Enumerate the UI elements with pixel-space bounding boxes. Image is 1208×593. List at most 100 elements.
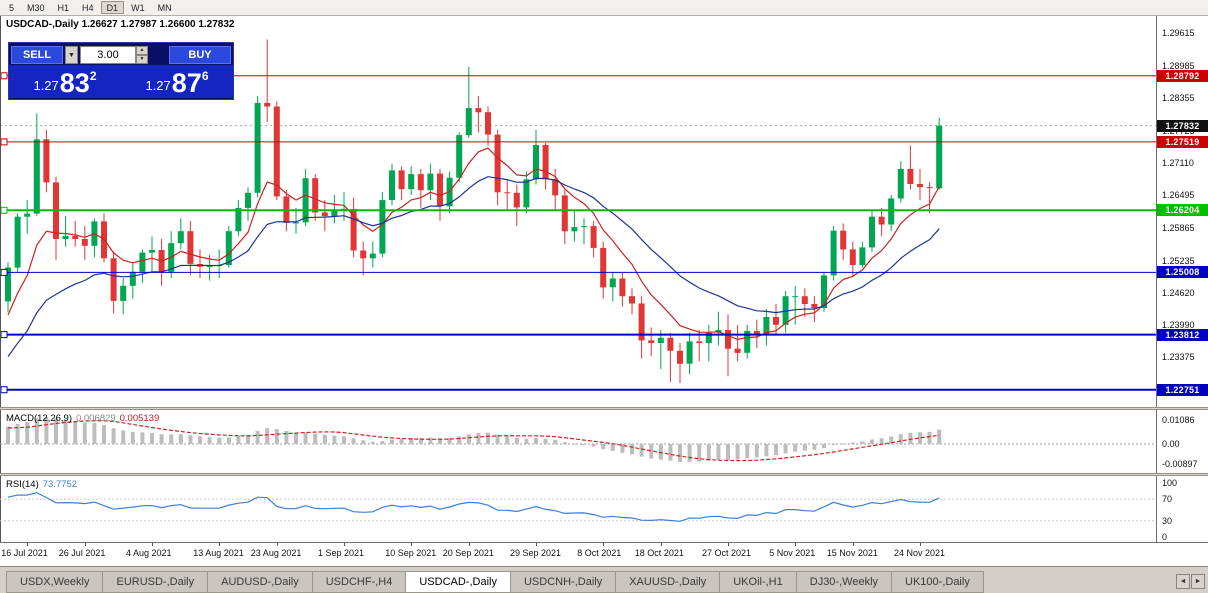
spinner-down-icon[interactable]: ▼ [136, 55, 148, 64]
sell-price-display[interactable]: 1.27 83 2 [9, 65, 121, 98]
chart-window: 1.296151.289851.283551.277251.271101.264… [0, 16, 1208, 566]
tab-xauusd-daily[interactable]: XAUUSD-,Daily [615, 571, 720, 593]
period-button-w1[interactable]: W1 [131, 3, 145, 13]
period-button-m30[interactable]: M30 [27, 3, 45, 13]
price-level-badge: 1.25008 [1157, 266, 1208, 279]
trade-prices-row: 1.27 83 2 1.27 87 6 [9, 65, 233, 98]
time-tick [603, 543, 605, 546]
period-button-5[interactable]: 5 [9, 3, 15, 13]
date-label: 16 Jul 2021 [1, 548, 48, 558]
date-label: 13 Aug 2021 [193, 548, 244, 558]
period-button-h4[interactable]: H4 [82, 3, 94, 13]
time-axis[interactable]: 16 Jul 2021 26 Jul 2021 4 Aug 2021 13 Aug 2… [0, 542, 1208, 566]
price-tick-label: 1.24620 [1162, 287, 1195, 298]
period-button-d1[interactable]: D1 [100, 1, 125, 14]
rsi-axis-label: 100 [1162, 478, 1178, 488]
price-level-badge: 1.23812 [1157, 328, 1208, 341]
macd-signal-value: 0.005139 [119, 413, 160, 424]
date-label: 18 Oct 2021 [634, 548, 684, 558]
chart-tabs-bar: USDX,Weekly EURUSD-,Daily AUDUSD-,Daily USD… [0, 566, 1208, 593]
time-tick [795, 543, 797, 546]
current-price-badge: 1.27832 [1157, 119, 1208, 132]
time-tick [660, 543, 662, 546]
tab-uk100-daily[interactable]: UK100-,Daily [891, 571, 984, 593]
candlestick-series[interactable] [5, 39, 943, 384]
tab-dj30-weekly[interactable]: DJ30-,Weekly [795, 571, 892, 593]
moving-average-20 [7, 176, 940, 357]
time-tick [344, 543, 345, 546]
one-click-trading-panel: SELL ▼ ▲ ▼ BUY 1.27 83 2 1.2 [8, 42, 234, 100]
rsi-panel-divider[interactable] [0, 473, 1208, 476]
rsi-axis-label: 70 [1162, 494, 1173, 505]
period-button-mn[interactable]: MN [157, 3, 172, 13]
tab-usdx-weekly[interactable]: USDX,Weekly [6, 571, 103, 593]
macd-panel-divider[interactable] [0, 407, 1208, 410]
trade-controls-row: SELL ▼ ▲ ▼ BUY [9, 43, 233, 65]
buy-price-big: 87 [171, 68, 202, 99]
chart-canvas[interactable] [0, 16, 1156, 566]
date-label: 26 Jul 2021 [58, 548, 106, 558]
price-level-badge: 1.27519 [1157, 135, 1208, 148]
buy-button[interactable]: BUY [169, 46, 231, 64]
date-label: 27 Oct 2021 [702, 548, 752, 558]
tab-usdcad-daily[interactable]: USDCAD-,Daily [405, 571, 510, 593]
rsi-label: RSI(14) 73.7752 [6, 479, 77, 490]
price-tick-label: 1.28355 [1162, 93, 1195, 104]
sell-price-big: 83 [59, 68, 90, 99]
sell-button[interactable]: SELL [11, 46, 63, 64]
tab-ukoil-h1[interactable]: UKOil-,H1 [719, 571, 796, 593]
price-level-badge: 1.26204 [1157, 204, 1208, 217]
rsi-indicator-name: RSI(14) [6, 479, 39, 490]
horizontal-level-lines[interactable] [0, 72, 1156, 394]
period-button-h1[interactable]: H1 [57, 3, 70, 13]
date-label: 20 Sep 2021 [442, 548, 494, 558]
tabs-scroll-left-button[interactable]: ◄ [1176, 574, 1190, 589]
buy-price-display[interactable]: 1.27 87 6 [121, 65, 233, 98]
price-level-badge: 1.28792 [1157, 69, 1208, 82]
moving-average-8 [7, 147, 940, 341]
tab-eurusd-daily[interactable]: EURUSD-,Daily [102, 571, 208, 593]
price-tick-label: 1.25235 [1162, 255, 1195, 266]
price-tick-label: 1.25865 [1162, 222, 1195, 233]
date-label: 23 Aug 2021 [250, 548, 302, 558]
sell-price-prefix: 1.27 [33, 78, 59, 93]
time-tick [219, 543, 221, 546]
macd-label: MACD(12,26,9) 0.006829 0.005139 [6, 413, 159, 424]
price-tick-label: 1.27110 [1162, 158, 1194, 169]
macd-main-value: 0.006829 [76, 413, 116, 424]
rsi-indicator[interactable] [0, 492, 1156, 522]
macd-indicator-name: MACD(12,26,9) [6, 413, 72, 424]
spinner-up-icon[interactable]: ▲ [136, 46, 148, 55]
tab-audusd-daily[interactable]: AUDUSD-,Daily [207, 571, 312, 593]
macd-axis-label: 0.00 [1162, 439, 1180, 449]
macd-axis-label: -0.00897 [1162, 458, 1198, 469]
price-axis[interactable]: 1.296151.289851.283551.277251.271101.264… [1156, 16, 1208, 566]
date-label: 4 Aug 2021 [126, 548, 172, 558]
date-label: 15 Nov 2021 [826, 548, 878, 558]
date-label: 24 Nov 2021 [894, 548, 946, 558]
volume-control: ▲ ▼ [80, 46, 148, 64]
order-options-dropdown[interactable]: ▼ [65, 46, 78, 64]
time-tick [84, 543, 86, 546]
tab-usdcnh-daily[interactable]: USDCNH-,Daily [509, 571, 616, 593]
date-label: 8 Oct 2021 [577, 548, 622, 558]
rsi-value: 73.7752 [42, 479, 78, 490]
volume-input[interactable] [80, 46, 136, 64]
price-tick-label: 1.26495 [1162, 190, 1195, 201]
time-tick [152, 543, 153, 546]
volume-stepper[interactable]: ▲ ▼ [136, 46, 148, 64]
macd-indicator[interactable] [0, 417, 1156, 462]
timeframe-toolbar: 5 M30 H1 H4 D1 W1 MN [0, 0, 1208, 16]
buy-price-sup: 6 [201, 69, 209, 83]
price-tick-label: 1.28985 [1162, 60, 1195, 71]
price-tick-label: 1.23375 [1162, 352, 1195, 363]
time-tick [27, 543, 29, 546]
chevron-down-icon: ▼ [68, 51, 75, 59]
time-tick [411, 543, 413, 546]
price-tick-label: 1.23990 [1162, 320, 1195, 331]
chart-tabs: USDX,Weekly EURUSD-,Daily AUDUSD-,Daily USD… [6, 571, 984, 593]
tab-usdchf-h4[interactable]: USDCHF-,H4 [311, 571, 406, 593]
tabs-scroll-right-button[interactable]: ► [1191, 574, 1205, 589]
price-level-badge: 1.22751 [1157, 383, 1208, 396]
